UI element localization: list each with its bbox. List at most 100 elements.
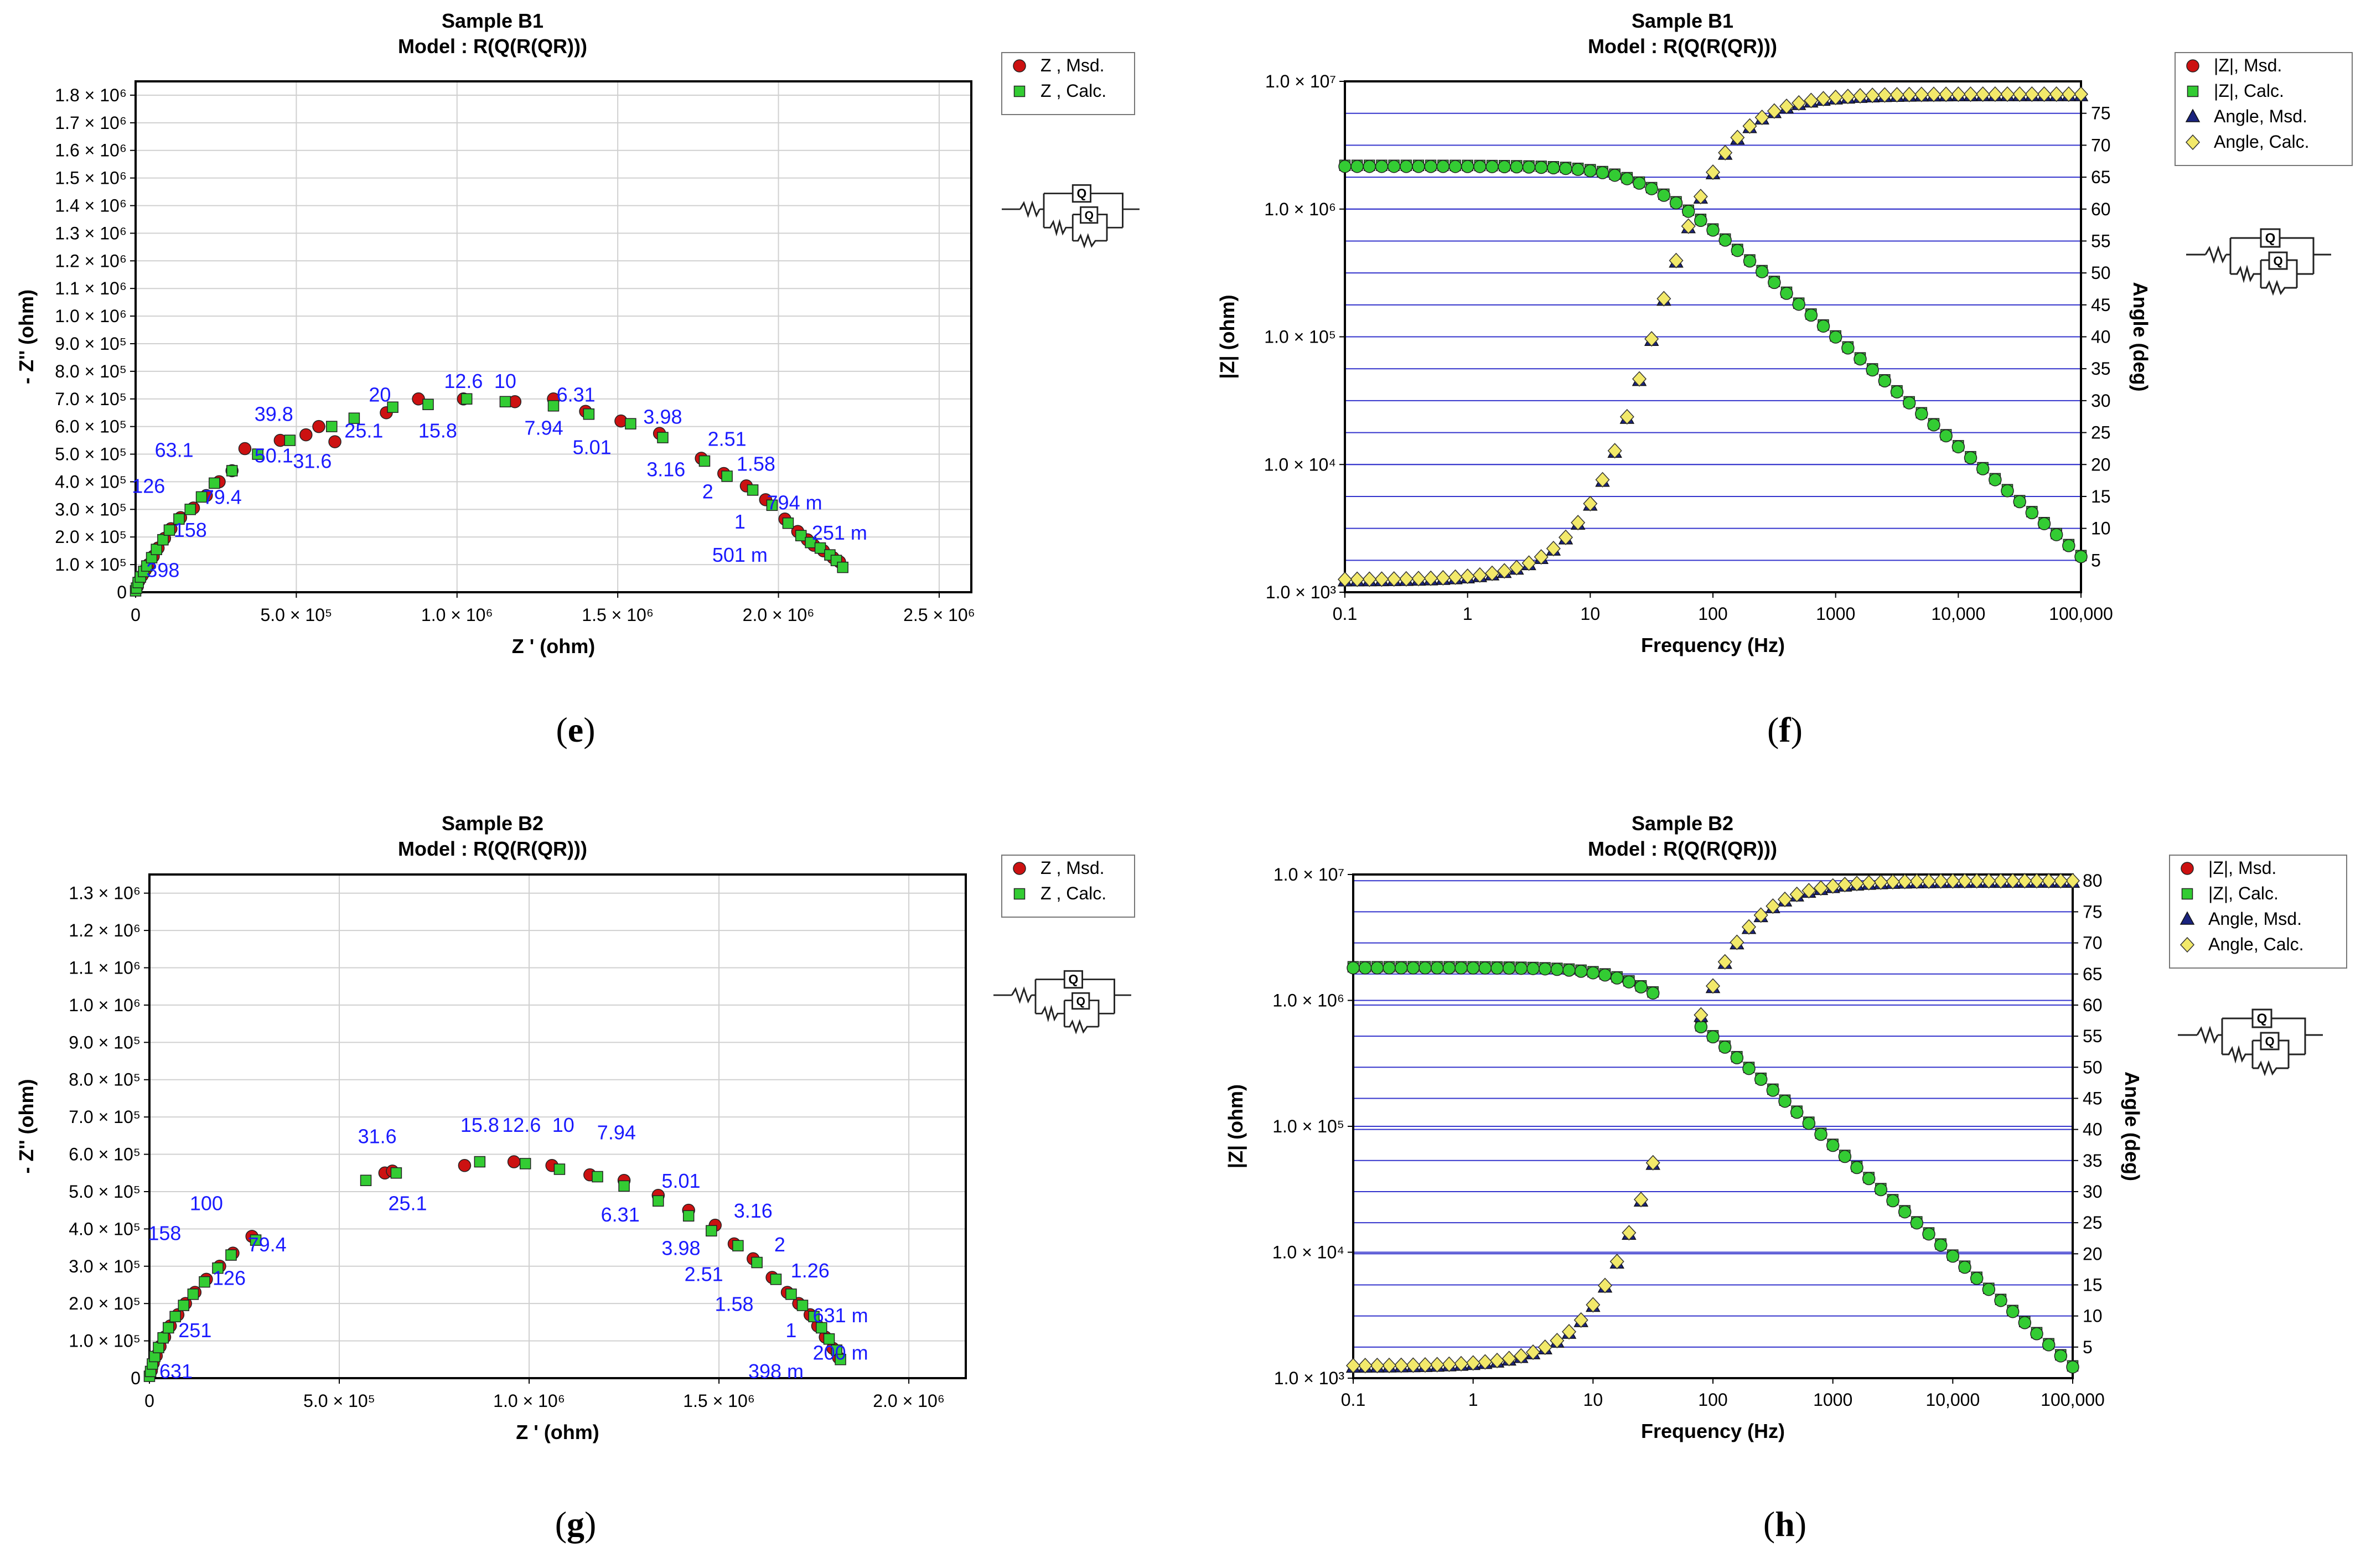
angle-calculated-point xyxy=(1448,569,1463,585)
circuit-cpe-box xyxy=(2260,228,2281,248)
x-tick-label: 10 xyxy=(1583,1390,1603,1410)
calculated-point xyxy=(795,530,807,541)
angle-calculated-point xyxy=(1571,515,1586,531)
angle-calculated-point xyxy=(1926,86,1942,102)
z-measured-point xyxy=(1634,980,1648,993)
frequency-label: 50.1 xyxy=(255,444,293,467)
z-measured-point xyxy=(1534,161,1548,174)
caption-letter: e xyxy=(568,710,583,749)
angle-calculated-point xyxy=(1902,86,1917,102)
angle-calculated-point xyxy=(1951,86,1966,102)
z-measured-point xyxy=(1412,160,1425,173)
plot-frame xyxy=(148,873,967,1379)
z-measured-point xyxy=(1442,961,1456,975)
z-measured-point xyxy=(1982,1282,1996,1296)
x-axis-label: Z ' (ohm) xyxy=(516,1421,599,1443)
z-measured-point xyxy=(1790,1105,1804,1119)
frequency-label: 5.01 xyxy=(661,1169,700,1192)
angle-calculated-point xyxy=(2065,873,2080,889)
y-tick-label: 1.0 × 10⁴ xyxy=(1272,1243,1344,1262)
z-measured-point xyxy=(1841,341,1855,355)
angle-calculated-point xyxy=(1399,571,1414,587)
y2-tick-label: 55 xyxy=(2091,231,2111,251)
z-measured-point xyxy=(1927,418,1940,432)
z-measured-point xyxy=(1645,182,1658,195)
calculated-point xyxy=(284,434,296,446)
angle-calculated-point xyxy=(1607,443,1622,459)
circuit-resistor xyxy=(2230,265,2261,283)
frequency-label: 2 xyxy=(702,480,713,503)
circuit-cpe-box xyxy=(2260,1032,2280,1050)
legend-marker xyxy=(2185,108,2201,122)
circuit-resistor xyxy=(1036,1005,1065,1023)
circuit-cpe-box xyxy=(2268,251,2288,270)
caption-open-paren: ( xyxy=(1767,710,1779,749)
angle-calculated-point xyxy=(1694,1007,1709,1023)
chart-title: Sample B1 xyxy=(1632,9,1733,32)
angle-calculated-point xyxy=(1963,86,1978,102)
frequency-label: 501 m xyxy=(712,544,768,566)
calculated-point xyxy=(796,1300,809,1311)
z-measured-point xyxy=(1718,1041,1732,1054)
y-tick-label: 2.0 × 10⁵ xyxy=(69,1293,141,1313)
legend-label: Z , Msd. xyxy=(1040,858,1105,878)
y-tick-label: 9.0 × 10⁵ xyxy=(69,1032,141,1052)
calculated-point xyxy=(747,484,759,496)
frequency-label: 794 m xyxy=(767,491,822,514)
z-measured-point xyxy=(1730,1051,1744,1064)
z-measured-point xyxy=(1559,162,1572,175)
angle-calculated-point xyxy=(1840,89,1855,105)
z-measured-point xyxy=(1350,159,1364,173)
z-measured-point xyxy=(1890,385,1904,399)
z-measured-point xyxy=(1934,1238,1948,1252)
angle-calculated-point xyxy=(1717,954,1732,970)
angle-calculated-point xyxy=(1430,1357,1445,1373)
z-measured-point xyxy=(2018,1316,2032,1329)
y2-tick-label: 50 xyxy=(2091,263,2111,283)
caption-open-paren: ( xyxy=(556,710,567,749)
angle-calculated-point xyxy=(1509,560,1524,576)
angle-calculated-point xyxy=(1889,87,1904,103)
legend-label: Angle, Msd. xyxy=(2214,106,2307,126)
y-tick-label: 1.0 × 10⁷ xyxy=(1273,865,1344,884)
angle-calculated-point xyxy=(1406,1357,1421,1373)
calculated-point xyxy=(199,1276,210,1288)
frequency-label: 158 xyxy=(174,519,207,541)
calculated-point xyxy=(157,1332,169,1344)
y-tick-label: 1.0 × 10⁶ xyxy=(1264,199,1336,219)
calculated-point xyxy=(785,1288,797,1300)
caption-close-paren: ) xyxy=(584,1504,596,1544)
z-measured-point xyxy=(2006,1305,2020,1318)
z-measured-point xyxy=(1816,319,1830,333)
caption-letter: g xyxy=(567,1504,584,1544)
angle-calculated-point xyxy=(1873,874,1888,890)
z-measured-point xyxy=(1583,164,1597,178)
y2-tick-label: 40 xyxy=(2091,327,2111,347)
x-tick-label: 100,000 xyxy=(2049,604,2113,624)
frequency-label: 7.94 xyxy=(597,1121,636,1144)
circuit-resistor xyxy=(1064,1019,1099,1034)
z-measured-point xyxy=(1862,1172,1876,1186)
calculated-point xyxy=(474,1156,486,1168)
angle-calculated-point xyxy=(2049,86,2064,102)
angle-calculated-point xyxy=(1742,118,1757,134)
x-axis-label: Frequency (Hz) xyxy=(1641,634,1785,656)
calculated-point xyxy=(782,518,794,529)
legend-label: |Z|, Msd. xyxy=(2214,55,2282,75)
angle-calculated-point xyxy=(1945,873,1960,889)
z-measured-point xyxy=(1550,962,1564,976)
angle-calculated-point xyxy=(2073,86,2089,102)
z-measured-point xyxy=(1994,1293,2007,1307)
y-tick-label: 8.0 × 10⁵ xyxy=(69,1070,141,1090)
z-measured-point xyxy=(1742,1062,1756,1075)
angle-calculated-point xyxy=(2041,873,2056,889)
z-measured-point xyxy=(1461,160,1474,173)
legend-marker xyxy=(1013,862,1026,875)
angle-calculated-point xyxy=(1417,1357,1433,1373)
angle-calculated-point xyxy=(1885,874,1901,890)
x-tick-label: 1.0 × 10⁶ xyxy=(421,605,493,625)
angle-calculated-point xyxy=(1632,371,1647,387)
z-measured-point xyxy=(1375,159,1389,173)
calculated-point xyxy=(816,1322,827,1334)
calculated-point xyxy=(360,1174,372,1186)
